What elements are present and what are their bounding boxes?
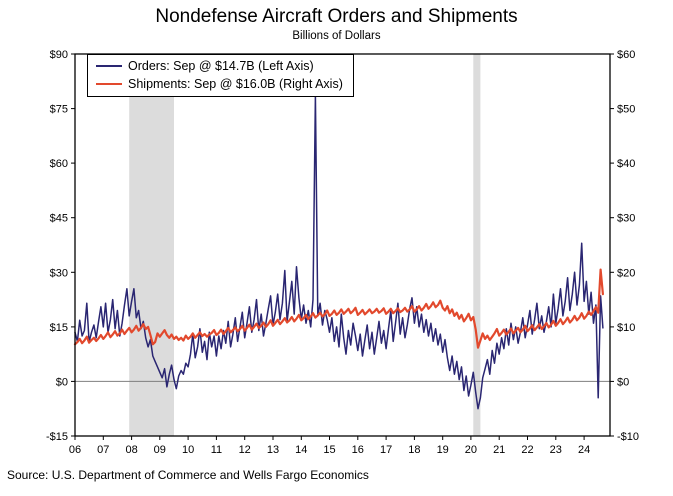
svg-text:$10: $10 <box>617 322 635 334</box>
svg-text:$30: $30 <box>617 213 635 225</box>
svg-text:$30: $30 <box>50 267 68 279</box>
svg-text:$0: $0 <box>56 376 68 388</box>
svg-text:16: 16 <box>352 444 364 456</box>
svg-text:$60: $60 <box>50 158 68 170</box>
svg-text:13: 13 <box>267 444 279 456</box>
page-title: Nondefense Aircraft Orders and Shipments <box>155 6 518 27</box>
svg-text:$40: $40 <box>617 158 635 170</box>
svg-text:07: 07 <box>97 444 109 456</box>
svg-text:22: 22 <box>521 444 533 456</box>
svg-text:$75: $75 <box>50 104 68 116</box>
legend-label-orders: Orders: Sep @ $14.7B (Left Axis) <box>128 59 314 73</box>
svg-text:17: 17 <box>380 444 392 456</box>
svg-text:12: 12 <box>239 444 251 456</box>
svg-text:14: 14 <box>295 444 307 456</box>
svg-text:19: 19 <box>437 444 449 456</box>
page-subtitle: Billions of Dollars <box>292 30 381 42</box>
svg-text:24: 24 <box>578 444 590 456</box>
legend-item-shipments: Shipments: Sep @ $16.0B (Right Axis) <box>96 76 343 92</box>
svg-text:$0: $0 <box>617 376 629 388</box>
source-note: Source: U.S. Department of Commerce and … <box>7 468 369 482</box>
svg-text:23: 23 <box>550 444 562 456</box>
orders-line-swatch <box>96 64 122 68</box>
svg-text:21: 21 <box>493 444 505 456</box>
shipments-line-swatch <box>96 82 122 86</box>
svg-text:$60: $60 <box>617 49 635 61</box>
svg-text:18: 18 <box>408 444 420 456</box>
legend-item-orders: Orders: Sep @ $14.7B (Left Axis) <box>96 58 343 74</box>
svg-text:$20: $20 <box>617 267 635 279</box>
line-chart: $90 $75 $60 $45 $30 $15 $0 -$15 $60 $50 $40 $30 $20 $… <box>46 49 639 456</box>
svg-text:09: 09 <box>154 444 166 456</box>
svg-text:20: 20 <box>465 444 477 456</box>
chart-area: $90 $75 $60 $45 $30 $15 $0 -$15 $60 $50 $40 $30 $20 $… <box>0 45 673 467</box>
chart-legend: Orders: Sep @ $14.7B (Left Axis) Shipmen… <box>87 54 354 97</box>
legend-label-shipments: Shipments: Sep @ $16.0B (Right Axis) <box>128 77 343 91</box>
svg-text:15: 15 <box>323 444 335 456</box>
svg-text:$15: $15 <box>50 322 68 334</box>
svg-text:08: 08 <box>125 444 137 456</box>
svg-text:$50: $50 <box>617 104 635 116</box>
svg-text:$90: $90 <box>50 49 68 61</box>
svg-text:-$10: -$10 <box>617 431 639 443</box>
svg-text:10: 10 <box>182 444 194 456</box>
svg-text:06: 06 <box>69 444 81 456</box>
svg-text:-$15: -$15 <box>46 431 68 443</box>
svg-text:11: 11 <box>211 444 222 456</box>
svg-text:$45: $45 <box>50 213 68 225</box>
